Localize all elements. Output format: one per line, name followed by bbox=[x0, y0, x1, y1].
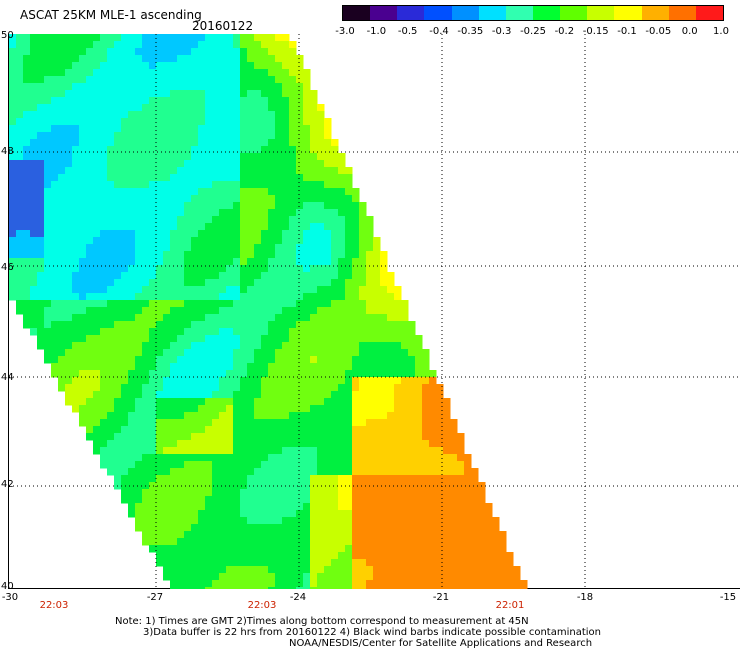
note-line-3: NOAA/NESDIS/Center for Satellite Applica… bbox=[289, 638, 593, 649]
map-date: 20160122 bbox=[192, 19, 254, 33]
lat-label-48: 48 bbox=[1, 146, 14, 157]
color-scale-label: -0.15 bbox=[582, 26, 609, 37]
color-scale-segment bbox=[695, 6, 723, 20]
swath-map-canvas bbox=[9, 34, 740, 589]
color-scale-label: -0.4 bbox=[429, 26, 449, 37]
color-scale-label: -0.05 bbox=[645, 26, 672, 37]
color-scale-segment bbox=[614, 6, 642, 20]
color-scale-segment bbox=[343, 6, 371, 20]
time-label-2: 22:03 bbox=[247, 600, 277, 611]
lat-label-40: 40 bbox=[1, 581, 14, 592]
lon-label-minus24: -24 bbox=[289, 592, 307, 603]
time-label-3: 22:01 bbox=[495, 600, 525, 611]
color-scale-segment bbox=[478, 6, 506, 20]
color-scale-label: 0.0 bbox=[681, 26, 698, 37]
lat-label-46: 46 bbox=[1, 262, 14, 273]
lat-label-44: 44 bbox=[1, 372, 14, 383]
lon-label-minus27: -27 bbox=[146, 592, 164, 603]
color-scale-segment bbox=[424, 6, 452, 20]
color-scale-label: -3.0 bbox=[335, 26, 355, 37]
color-scale-bar bbox=[342, 5, 724, 21]
color-scale-label: -0.3 bbox=[491, 26, 512, 37]
color-scale-segment bbox=[370, 6, 398, 20]
note-line-2: 3)Data buffer is 22 hrs from 20160122 4)… bbox=[143, 627, 601, 638]
note-line-1: Note: 1) Times are GMT 2)Times along bot… bbox=[115, 616, 529, 627]
color-scale-label: 1.0 bbox=[713, 26, 729, 37]
color-scale-label: -0.2 bbox=[554, 26, 575, 37]
lat-label-42: 42 bbox=[1, 479, 14, 490]
time-label-1: 22:03 bbox=[39, 600, 69, 611]
color-scale-segment bbox=[505, 6, 533, 20]
color-scale-label: -1.0 bbox=[366, 26, 387, 37]
color-scale-segment bbox=[560, 6, 588, 20]
color-scale-segment bbox=[451, 6, 479, 20]
lon-label-minus15: -15 bbox=[719, 592, 737, 603]
color-scale-segment bbox=[587, 6, 615, 20]
lon-label-minus21: -21 bbox=[432, 592, 450, 603]
color-scale-label: -0.25 bbox=[520, 26, 546, 37]
color-scale-segment bbox=[532, 6, 561, 20]
map-title: ASCAT 25KM MLE-1 ascending bbox=[20, 8, 202, 22]
lat-label-50: 50 bbox=[1, 30, 14, 41]
color-scale-segment bbox=[397, 6, 425, 20]
lon-label-minus30: -30 bbox=[1, 592, 19, 603]
swath-map bbox=[8, 34, 740, 589]
color-scale-label: -0.5 bbox=[397, 26, 418, 37]
color-scale-label: -0.1 bbox=[617, 26, 637, 37]
lon-label-minus18: -18 bbox=[576, 592, 594, 603]
color-scale-segment bbox=[641, 6, 669, 20]
color-scale-label: -0.35 bbox=[457, 26, 484, 37]
color-scale-segment bbox=[668, 6, 696, 20]
